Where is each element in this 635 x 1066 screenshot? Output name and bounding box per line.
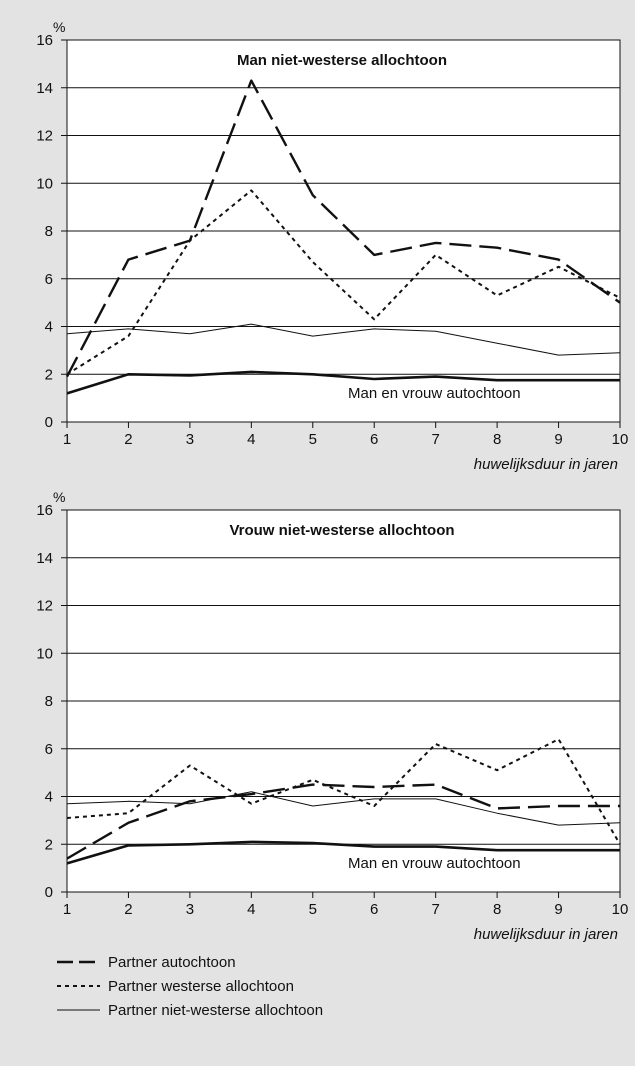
y-tick-label: 10 bbox=[36, 175, 53, 192]
x-tick-label: 6 bbox=[370, 901, 378, 918]
y-tick-label: 6 bbox=[45, 741, 53, 758]
x-tick-label: 2 bbox=[124, 901, 132, 918]
y-tick-label: 16 bbox=[36, 502, 53, 519]
x-tick-label: 8 bbox=[493, 431, 501, 448]
series-line-thin bbox=[66, 323, 621, 356]
y-tick-label: 16 bbox=[36, 32, 53, 49]
y-tick-label: 14 bbox=[36, 80, 53, 97]
x-tick-label: 5 bbox=[309, 901, 317, 918]
chart-title: Vrouw niet-westerse allochtoon bbox=[229, 522, 454, 539]
series-line-thick bbox=[66, 840, 620, 865]
x-axis-label: huwelijksduur in jaren bbox=[474, 456, 618, 473]
legend-label: Partner autochtoon bbox=[108, 954, 236, 971]
legend: Partner autochtoon Partner westerse alloc… bbox=[57, 954, 323, 1019]
x-tick-label: 6 bbox=[370, 431, 378, 448]
x-tick-label: 5 bbox=[309, 431, 317, 448]
y-tick-label: 10 bbox=[36, 645, 53, 662]
y-tick-label: 6 bbox=[45, 271, 53, 288]
y-tick-label: 12 bbox=[36, 598, 53, 615]
y-axis-unit-label: % bbox=[53, 489, 65, 505]
y-tick-label: 8 bbox=[45, 693, 53, 710]
y-tick-label: 2 bbox=[45, 366, 53, 383]
chart-title: Man niet-westerse allochtoon bbox=[237, 52, 447, 69]
x-tick-label: 10 bbox=[612, 431, 629, 448]
series-line-dotted bbox=[66, 189, 621, 376]
y-axis-unit-label: % bbox=[53, 19, 65, 35]
x-tick-label: 4 bbox=[247, 901, 255, 918]
x-tick-label: 9 bbox=[554, 431, 562, 448]
x-tick-label: 10 bbox=[612, 901, 629, 918]
x-tick-label: 7 bbox=[431, 901, 439, 918]
series-line-thick bbox=[66, 370, 620, 395]
x-tick-label: 2 bbox=[124, 431, 132, 448]
series-line-thin bbox=[66, 791, 621, 826]
x-tick-label: 8 bbox=[493, 901, 501, 918]
y-tick-label: 0 bbox=[45, 414, 53, 431]
x-tick-label: 4 bbox=[247, 431, 255, 448]
legend-label: Partner niet-westerse allochtoon bbox=[108, 1002, 323, 1019]
y-tick-label: 0 bbox=[45, 884, 53, 901]
x-tick-label: 7 bbox=[431, 431, 439, 448]
series-line-dashed bbox=[65, 79, 621, 378]
series-line-dashed bbox=[66, 783, 620, 860]
series-annotation: Man en vrouw autochtoon bbox=[348, 855, 521, 872]
y-tick-label: 8 bbox=[45, 223, 53, 240]
x-tick-label: 9 bbox=[554, 901, 562, 918]
x-tick-label: 1 bbox=[63, 431, 71, 448]
x-tick-label: 3 bbox=[186, 431, 194, 448]
y-tick-label: 4 bbox=[45, 789, 53, 806]
legend-label: Partner westerse allochtoon bbox=[108, 978, 294, 995]
x-axis-label: huwelijksduur in jaren bbox=[474, 926, 618, 943]
x-tick-label: 3 bbox=[186, 901, 194, 918]
x-tick-label: 1 bbox=[63, 901, 71, 918]
y-tick-label: 2 bbox=[45, 836, 53, 853]
y-tick-label: 4 bbox=[45, 319, 53, 336]
y-tick-label: 14 bbox=[36, 550, 53, 567]
series-annotation: Man en vrouw autochtoon bbox=[348, 385, 521, 402]
y-tick-label: 12 bbox=[36, 128, 53, 145]
